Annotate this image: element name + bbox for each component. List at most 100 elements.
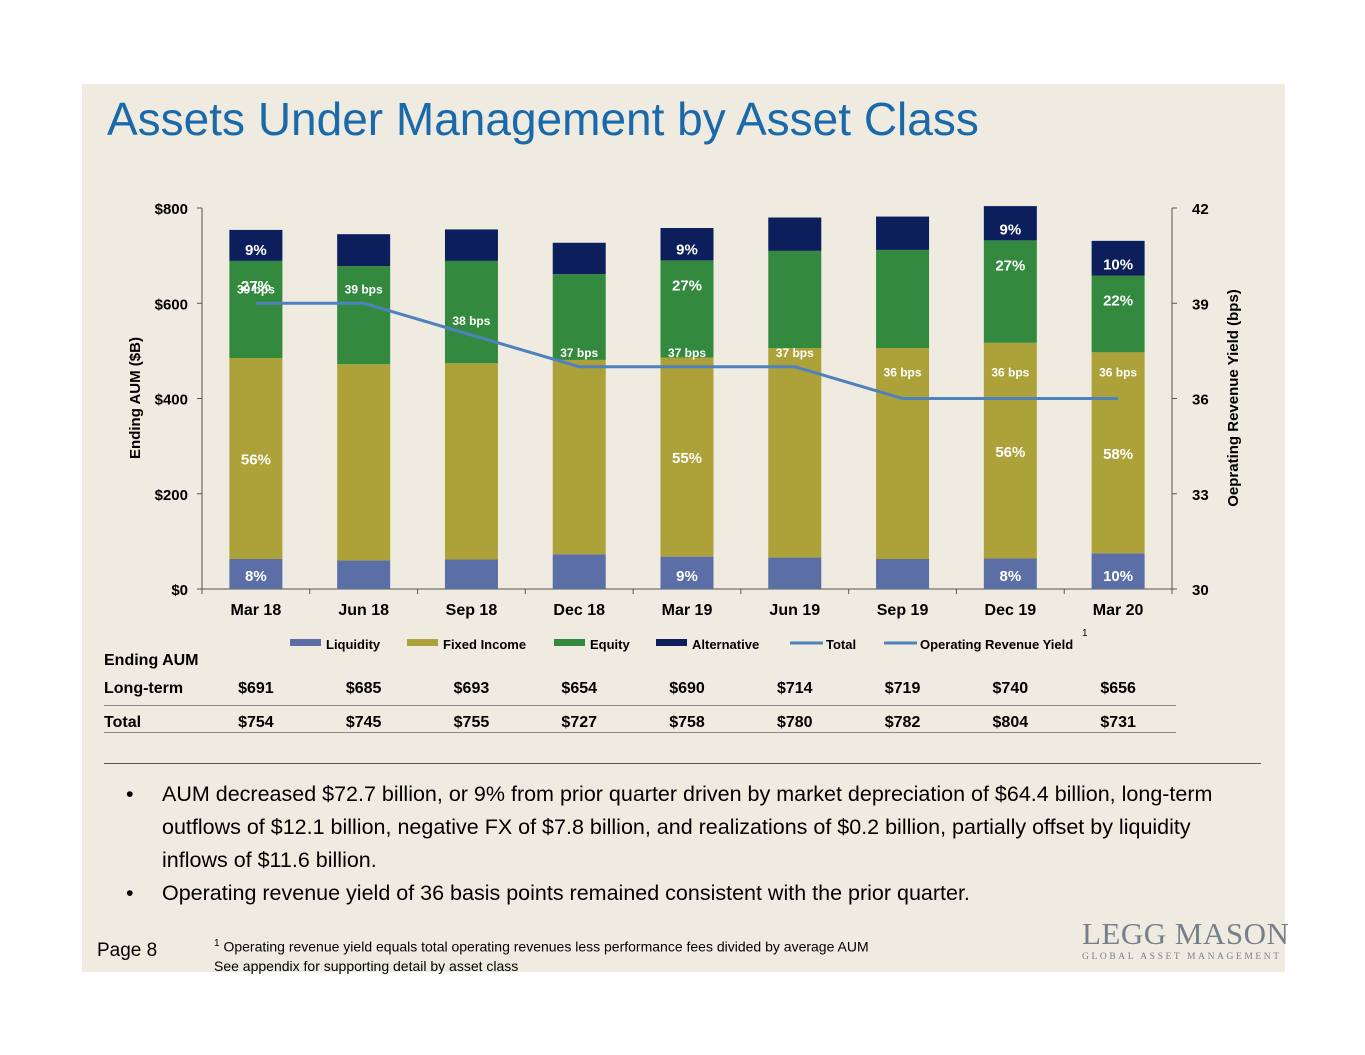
bar-segment-liquidity: [444, 559, 498, 589]
bar-segment-fixed-income: [660, 357, 714, 557]
table-header-label: Ending AUM: [104, 652, 199, 669]
yield-label: 36 bps: [991, 366, 1029, 380]
bar-segment-equity: [660, 260, 714, 358]
data-label: 9%: [676, 241, 698, 258]
y2-tick-label: 30: [1192, 582, 1209, 599]
legend-footnote-marker: 1: [1082, 628, 1088, 639]
table-cell: $656: [1100, 680, 1136, 697]
bullet-dot-icon: •: [126, 881, 134, 905]
table-divider: [104, 732, 1176, 733]
table-cell: $782: [884, 714, 921, 731]
bar-segment-alternative: [983, 206, 1037, 241]
legend-swatch: [554, 639, 585, 646]
table-cell: $731: [1100, 714, 1136, 731]
bar-segment-alternative: [768, 217, 822, 251]
x-tick-label: Sep 19: [877, 602, 929, 619]
logo-tagline: GLOBAL ASSET MANAGEMENT: [1082, 952, 1282, 962]
y2-tick-label: 36: [1192, 392, 1209, 409]
legend-item: Fixed Income: [443, 637, 526, 652]
bar-segment-liquidity: [229, 558, 283, 589]
data-label: 55%: [672, 450, 702, 467]
bullet-item: • Operating revenue yield of 36 basis po…: [104, 877, 1254, 910]
legend-swatch: [407, 639, 438, 646]
table-cell: $804: [992, 714, 1029, 731]
data-label: 22%: [1103, 293, 1133, 310]
bar-segment-alternative: [1091, 240, 1145, 276]
data-label: 56%: [995, 444, 1025, 461]
yield-line: [255, 301, 1119, 400]
page-number: Page 8: [97, 940, 158, 961]
table-cell: $745: [345, 714, 382, 731]
bar-segment-equity: [552, 274, 606, 360]
bullet-text: Operating revenue yield of 36 basis poin…: [162, 881, 970, 905]
table-cell: $714: [776, 680, 813, 697]
page-title: Assets Under Management by Asset Class: [107, 93, 979, 145]
x-tick-label: Mar 19: [662, 602, 713, 619]
bar-segment-fixed-income: [337, 364, 391, 561]
row-label: Total: [104, 714, 142, 731]
x-tick-label: Sep 18: [446, 602, 498, 619]
x-tick-label: Mar 18: [231, 602, 282, 619]
y2-tick-label: 42: [1192, 201, 1209, 218]
y-tick-label: $200: [155, 487, 188, 504]
bullet-dot-icon: •: [126, 782, 134, 806]
yield-label: 37 bps: [776, 346, 814, 360]
legend-swatch: [290, 639, 321, 646]
bar-segment-fixed-income: [552, 359, 606, 555]
bar-segment-liquidity: [876, 558, 930, 589]
data-label: 27%: [672, 277, 702, 294]
bar-segment-liquidity: [552, 554, 606, 589]
legend-item: Operating Revenue Yield: [920, 637, 1073, 652]
bar-segment-liquidity: [1091, 553, 1145, 589]
data-label: 9%: [999, 221, 1021, 238]
bar-segment-fixed-income: [768, 348, 822, 558]
y-tick-label: $600: [155, 296, 188, 313]
table-cell: $740: [992, 680, 1029, 697]
data-label: 9%: [676, 568, 698, 585]
bar-segment-equity: [876, 249, 930, 349]
aum-chart: $0 $200 $400 $600 $800 30 33 36 39 42 Mar 18 Jun 18…: [127, 201, 1242, 652]
bullet-list: • AUM decreased $72.7 billion, or 9% fro…: [104, 778, 1254, 910]
legend-item: Equity: [590, 637, 630, 652]
x-tick-label: Jun 18: [338, 602, 389, 619]
bar-segment-liquidity: [660, 556, 714, 589]
data-label: 10%: [1103, 257, 1133, 274]
footnote-line-1: Operating revenue yield equals total ope…: [223, 938, 869, 955]
y-tick-label: $400: [155, 392, 188, 409]
table-cell: $691: [238, 680, 274, 697]
y2-tick-label: 33: [1192, 487, 1209, 504]
bullet-item: • AUM decreased $72.7 billion, or 9% fro…: [104, 778, 1254, 877]
bar-segment-equity: [229, 260, 283, 359]
yield-label: 38 bps: [452, 314, 490, 328]
y-axis-title: Ending AUM ($B): [127, 337, 144, 459]
bar-segment-alternative: [876, 216, 930, 250]
yield-label: 37 bps: [560, 346, 598, 360]
table-cell: $780: [776, 714, 813, 731]
yield-label: 39 bps: [345, 282, 383, 296]
legend-swatch: [656, 639, 687, 646]
x-tick-label: Dec 18: [553, 602, 605, 619]
footnote: 1 Operating revenue yield equals total o…: [214, 934, 869, 976]
legend-item: Total: [826, 637, 856, 652]
bar-segment-fixed-income: [1091, 352, 1145, 554]
table-cell: $690: [669, 680, 705, 697]
section-divider: [104, 763, 1261, 764]
bar-segment-equity: [983, 240, 1037, 343]
table-divider: [104, 705, 1176, 706]
bar-segment-liquidity: [337, 560, 391, 589]
y-tick-label: $800: [155, 201, 188, 218]
bar-segment-liquidity: [768, 557, 822, 589]
table-cell: $727: [561, 714, 598, 731]
footnote-line-2: See appendix for supporting detail by as…: [214, 957, 519, 974]
data-label: 27%: [995, 257, 1025, 274]
legend-item: Liquidity: [326, 637, 381, 652]
y-tick-label: $0: [171, 582, 188, 599]
logo-name: LEGG MASON: [1082, 916, 1290, 951]
bar-segment-liquidity: [983, 558, 1037, 589]
bar-segment-alternative: [229, 229, 283, 261]
yield-label: 39 bps: [237, 282, 275, 296]
footnote-marker: 1: [214, 938, 220, 949]
bar-segment-equity: [1091, 275, 1145, 353]
data-label: 56%: [241, 452, 271, 469]
table-cell: $754: [238, 714, 274, 731]
